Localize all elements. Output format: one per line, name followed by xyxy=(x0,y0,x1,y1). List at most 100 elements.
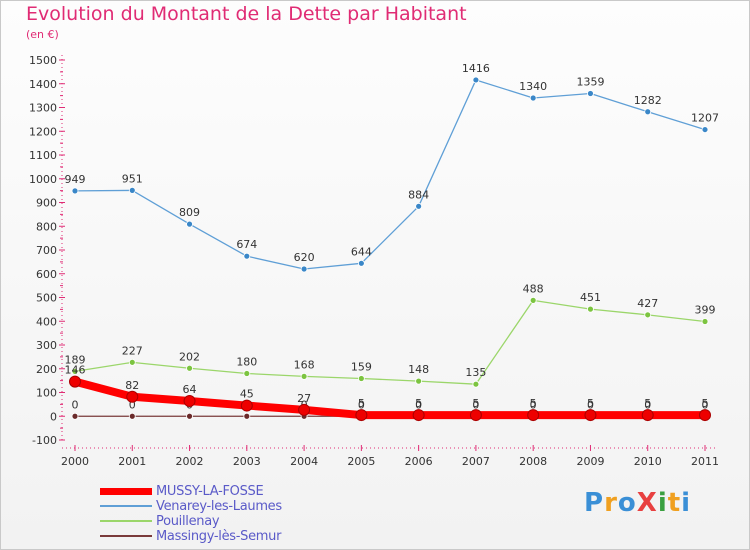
data-label: 148 xyxy=(408,363,429,376)
data-point xyxy=(186,364,193,372)
y-tick-label: 300 xyxy=(36,339,57,352)
data-label: 1340 xyxy=(519,80,547,93)
data-label: 399 xyxy=(695,303,716,316)
proxiti-logo: ProXiti xyxy=(584,488,691,518)
x-tick-label: 2000 xyxy=(61,455,89,468)
data-point xyxy=(641,409,654,422)
data-point xyxy=(529,94,537,102)
legend-label: Pouillenay xyxy=(156,514,220,529)
x-tick-label: 2003 xyxy=(233,455,261,468)
data-label: 82 xyxy=(125,379,139,392)
chart-title: Evolution du Montant de la Dette par Hab… xyxy=(26,3,467,25)
data-point xyxy=(699,409,711,422)
data-point xyxy=(415,202,423,210)
data-label: 1416 xyxy=(462,62,490,75)
data-point xyxy=(298,403,311,416)
data-point xyxy=(701,318,709,325)
data-label: 674 xyxy=(236,238,257,251)
data-label: 0 xyxy=(72,398,79,411)
y-tick-label: 1200 xyxy=(29,125,57,138)
data-point xyxy=(472,380,480,388)
y-tick-label: 0 xyxy=(50,410,57,423)
y-tick-label: 1000 xyxy=(29,173,57,186)
data-label: 427 xyxy=(637,297,658,310)
data-label: 1359 xyxy=(576,75,604,88)
data-label: 45 xyxy=(240,388,254,401)
data-label: 5 xyxy=(702,397,709,410)
data-point xyxy=(701,126,709,133)
logo-letter: o xyxy=(617,488,637,518)
data-label: 227 xyxy=(122,344,143,357)
data-label: 0 xyxy=(472,398,479,411)
data-point xyxy=(243,370,251,377)
x-tick-label: 2001 xyxy=(118,455,146,468)
data-point xyxy=(126,390,139,403)
y-tick-label: 100 xyxy=(36,387,57,400)
data-point xyxy=(415,377,423,385)
logo-letter: i xyxy=(657,488,668,518)
legend-label: Venarey-les-Laumes xyxy=(156,499,282,514)
y-tick-label: 1400 xyxy=(29,78,57,91)
logo-letter: t xyxy=(667,488,682,518)
data-label: 5 xyxy=(644,397,651,410)
data-label: 1282 xyxy=(634,94,662,107)
data-point xyxy=(243,252,251,260)
legend-swatch xyxy=(100,487,152,495)
data-label: 64 xyxy=(183,383,197,396)
data-point xyxy=(587,305,594,313)
data-label: 159 xyxy=(351,360,372,373)
data-label: 27 xyxy=(297,392,311,405)
data-point xyxy=(357,259,365,267)
y-tick-label: 900 xyxy=(36,197,57,210)
data-label: 644 xyxy=(351,245,372,258)
data-label: 5 xyxy=(415,397,422,410)
y-tick-label: 1300 xyxy=(29,102,57,115)
data-label: 135 xyxy=(465,366,486,379)
y-tick-label: 400 xyxy=(36,315,57,328)
x-tick-label: 2002 xyxy=(176,455,204,468)
y-tick-label: 1100 xyxy=(29,149,57,162)
legend-swatch xyxy=(100,505,152,507)
data-point xyxy=(412,409,425,422)
logo-letter: r xyxy=(604,488,618,518)
x-tick-label: 2011 xyxy=(691,455,719,468)
data-label: 0 xyxy=(415,398,422,411)
data-point xyxy=(469,409,482,422)
data-point xyxy=(472,76,480,84)
data-point xyxy=(186,220,193,228)
legend-label: Massingy-lès-Semur xyxy=(156,529,282,544)
data-label: 0 xyxy=(129,398,136,411)
data-label: 5 xyxy=(587,397,594,410)
data-label: 884 xyxy=(408,188,429,201)
data-point xyxy=(529,296,537,304)
data-label: 809 xyxy=(179,206,200,219)
data-label: 451 xyxy=(580,291,601,304)
data-point xyxy=(183,395,196,408)
data-point xyxy=(300,265,308,273)
chart-unit-label: (en €) xyxy=(26,28,59,41)
data-label: 620 xyxy=(294,251,315,264)
y-tick-label: 200 xyxy=(36,363,57,376)
series-line xyxy=(74,299,706,385)
data-point xyxy=(644,311,652,319)
legend-label: MUSSY-LA-FOSSE xyxy=(156,484,264,499)
y-tick-label: -100 xyxy=(32,434,57,447)
data-point xyxy=(357,375,365,382)
y-tick-label: 500 xyxy=(36,292,57,305)
data-point xyxy=(69,375,81,388)
data-label: 5 xyxy=(530,397,537,410)
data-point xyxy=(71,367,79,375)
data-label: 0 xyxy=(702,398,709,411)
x-tick-label: 2007 xyxy=(462,455,490,468)
data-label: 5 xyxy=(472,397,479,410)
data-label: 0 xyxy=(530,398,537,411)
y-tick-label: 1500 xyxy=(29,54,57,67)
data-label: 488 xyxy=(523,282,544,295)
data-point xyxy=(128,412,136,420)
data-label: 0 xyxy=(358,398,365,411)
y-tick-label: 700 xyxy=(36,244,57,257)
x-tick-label: 2004 xyxy=(290,455,318,468)
y-tick-label: 600 xyxy=(36,268,57,281)
